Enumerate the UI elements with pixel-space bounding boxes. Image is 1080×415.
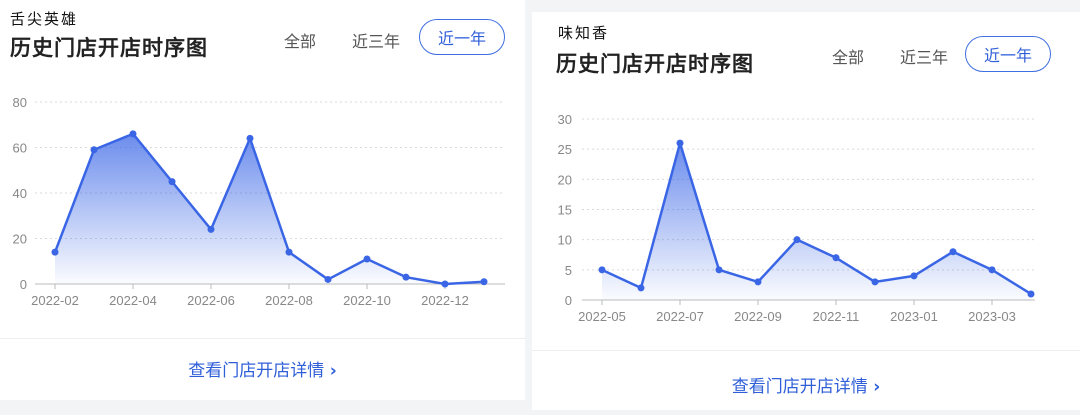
data-point — [676, 139, 684, 147]
range-all-button[interactable]: 全部 — [284, 32, 317, 51]
line-chart: 0 5 10 15 20 25 30 2022-05 2022-07 2022-09 2022-11… — [558, 112, 1035, 324]
y-tick-label: 15 — [558, 203, 572, 218]
data-point — [285, 248, 293, 256]
data-point — [754, 278, 762, 286]
x-tick-label: 2022-08 — [265, 293, 313, 308]
range-all-button[interactable]: 全部 — [832, 48, 865, 67]
data-point — [637, 284, 645, 292]
data-point — [363, 255, 371, 263]
x-tick-label: 2023-01 — [890, 309, 938, 324]
data-point — [793, 236, 801, 244]
chart-title: 历史门店开店时序图 — [10, 36, 208, 60]
x-tick-label: 2022-09 — [734, 309, 782, 324]
divider — [0, 338, 525, 339]
x-tick-label: 2022-12 — [421, 293, 469, 308]
series-line — [53, 132, 485, 286]
y-tick-label: 20 — [558, 172, 572, 187]
data-point — [910, 272, 918, 280]
data-point — [871, 278, 879, 286]
x-tick-label: 2022-06 — [187, 293, 235, 308]
data-point — [480, 278, 488, 286]
range-1y-button[interactable]: 近一年 — [965, 36, 1051, 72]
y-tick-label: 10 — [558, 233, 572, 248]
y-tick-label: 0 — [565, 293, 572, 308]
data-point — [402, 273, 410, 281]
data-point — [949, 248, 957, 256]
y-tick-label: 60 — [13, 141, 27, 156]
chevron-right-icon: › — [329, 361, 337, 381]
link-label: 查看门店开店详情 — [731, 377, 868, 397]
data-point — [207, 225, 215, 233]
area-fill — [55, 133, 484, 284]
y-tick-label: 40 — [13, 186, 27, 201]
x-tick-label: 2022-04 — [109, 293, 157, 308]
y-tick-label: 30 — [558, 112, 572, 127]
range-3y-button[interactable]: 近三年 — [900, 48, 949, 67]
x-tick-label: 2023-03 — [968, 309, 1016, 324]
view-details-link[interactable]: 查看门店开店详情 › — [532, 372, 1080, 397]
data-point — [168, 178, 176, 186]
chevron-right-icon: › — [873, 377, 881, 397]
data-point — [324, 275, 332, 283]
area-fill — [602, 143, 1031, 300]
y-tick-label: 0 — [20, 277, 27, 292]
divider — [532, 350, 1080, 351]
brand-name: 舌尖英雄 — [10, 10, 79, 28]
chart-card-left: 舌尖英雄 历史门店开店时序图 全部 近三年 近一年 0 20 40 60 80 2022-… — [0, 0, 525, 400]
range-3y-button[interactable]: 近三年 — [352, 32, 401, 51]
data-point — [1027, 290, 1035, 298]
line-chart: 0 20 40 60 80 2022-02 2022-04 2022-06 2022-08 202… — [13, 95, 505, 308]
chart-title: 历史门店开店时序图 — [556, 52, 754, 76]
y-tick-label: 5 — [565, 263, 572, 278]
range-1y-button[interactable]: 近一年 — [419, 19, 505, 55]
x-tick-label: 2022-02 — [31, 293, 79, 308]
y-tick-label: 20 — [13, 232, 27, 247]
x-tick-label: 2022-07 — [656, 309, 704, 324]
data-point — [246, 134, 254, 142]
data-point — [832, 254, 840, 262]
chart-card-right: 味知香 历史门店开店时序图 全部 近三年 近一年 0 5 10 15 20 25 30 202… — [532, 12, 1080, 410]
x-tick-label: 2022-10 — [343, 293, 391, 308]
data-point — [90, 146, 98, 154]
series-line — [601, 141, 1032, 296]
data-point — [598, 266, 606, 274]
data-point — [988, 266, 996, 274]
y-tick-label: 80 — [13, 95, 27, 110]
brand-name: 味知香 — [558, 24, 610, 42]
y-tick-label: 25 — [558, 142, 572, 157]
data-point — [51, 248, 59, 256]
data-point — [129, 130, 137, 138]
link-label: 查看门店开店详情 — [188, 361, 325, 381]
x-tick-label: 2022-11 — [813, 309, 860, 324]
view-details-link[interactable]: 查看门店开店详情 › — [0, 356, 525, 381]
x-tick-label: 2022-05 — [578, 309, 626, 324]
data-point — [441, 280, 449, 288]
data-point — [715, 266, 723, 274]
